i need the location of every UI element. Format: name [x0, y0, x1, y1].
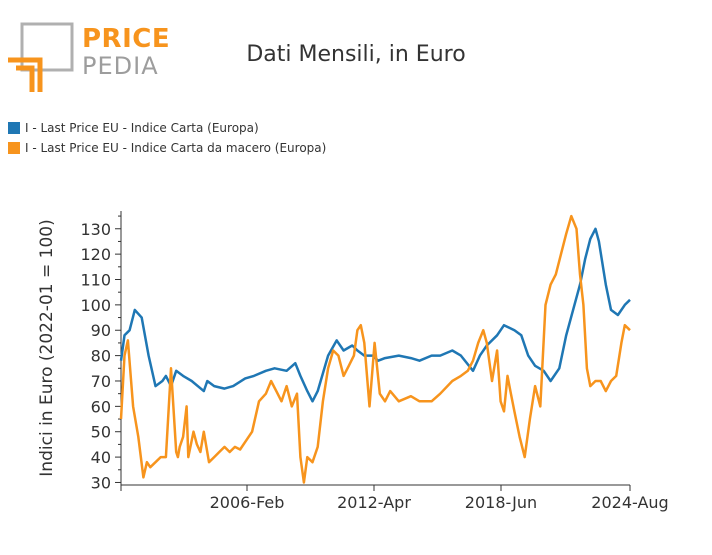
x-tick-label: 2006-Feb [210, 493, 285, 512]
logo-text-price: PRICE [82, 24, 171, 54]
logo-mark-icon [8, 22, 74, 92]
series-line-carta [119, 227, 631, 403]
logo-text-pedia: PEDIA [82, 52, 159, 80]
y-tick-label: 110 [80, 271, 111, 290]
chart-title: Dati Mensili, in Euro [246, 42, 466, 67]
legend-swatch-orange [8, 142, 20, 154]
y-tick-label: 60 [91, 397, 111, 416]
y-tick-label: 80 [91, 347, 111, 366]
pricepedia-logo: PRICE PEDIA [8, 22, 171, 92]
series-line-macero [119, 214, 631, 484]
legend-label-macero: I - Last Price EU - Indice Carta da mace… [25, 141, 327, 155]
legend-item-carta[interactable]: I - Last Price EU - Indice Carta (Europa… [8, 118, 326, 138]
y-tick-label: 50 [91, 423, 111, 442]
y-tick-label: 90 [91, 321, 111, 340]
legend-label-carta: I - Last Price EU - Indice Carta (Europa… [25, 121, 259, 135]
x-tick-label: 2018-Jun [465, 493, 537, 512]
y-tick-label: 120 [80, 245, 111, 264]
x-tick-label: 2024-Aug [591, 493, 668, 512]
y-tick-label: 130 [80, 220, 111, 239]
y-axis-label: Indici in Euro (2022-01 = 100) [37, 219, 57, 476]
y-tick-label: 100 [80, 296, 111, 315]
legend-item-macero[interactable]: I - Last Price EU - Indice Carta da mace… [8, 138, 326, 158]
y-tick-label: 30 [91, 473, 111, 492]
x-tick-label: 2012-Apr [337, 493, 411, 512]
y-tick-label: 40 [91, 448, 111, 467]
legend-swatch-blue [8, 122, 20, 134]
y-tick-label: 70 [91, 372, 111, 391]
chart-legend: I - Last Price EU - Indice Carta (Europa… [8, 118, 326, 158]
